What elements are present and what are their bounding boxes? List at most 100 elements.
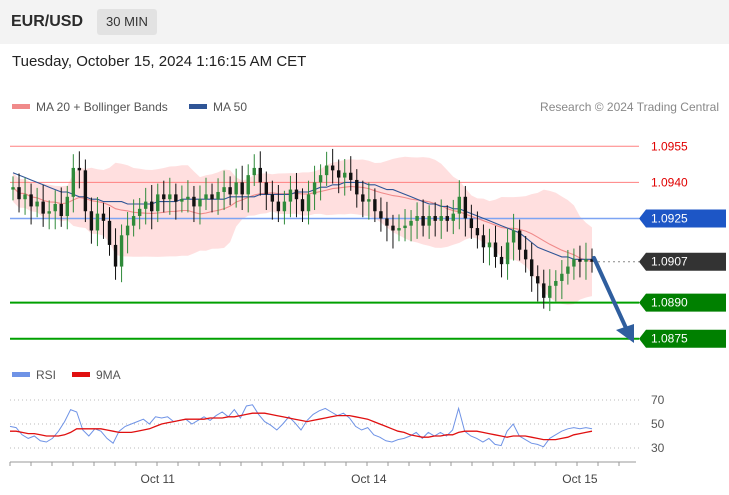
candle [258, 151, 262, 196]
candle [306, 180, 311, 225]
candle [445, 205, 449, 232]
level-tag-1.0890: 1.0890 [639, 293, 726, 312]
rsi-tick-70: 70 [651, 393, 665, 407]
ma20-legend-swatch [12, 104, 30, 109]
bollinger-band [13, 156, 592, 305]
x-tick-label: Oct 14 [351, 472, 387, 486]
candle [361, 180, 365, 218]
candle [53, 190, 57, 230]
level-label-1.0925: 1.0925 [651, 211, 688, 225]
candle [536, 265, 540, 302]
chart-datetime: Tuesday, October 15, 2024 1:16:15 AM CET [12, 53, 307, 70]
rsi-ma-legend-swatch [72, 372, 90, 377]
rsi-legend-label: RSI [36, 368, 56, 382]
symbol-title: EUR/USD [11, 13, 84, 30]
level-label-1.0907: 1.0907 [651, 255, 688, 269]
forecast-arrow [592, 256, 634, 343]
candle [174, 183, 178, 220]
bollinger-band-layer [13, 156, 592, 305]
candle [246, 164, 250, 213]
levels-layer [10, 145, 639, 340]
header-bar: EUR/USD 30 MIN [0, 0, 729, 44]
candle [162, 180, 166, 213]
candle [578, 245, 582, 278]
candle [523, 236, 528, 273]
candle [113, 228, 118, 280]
candle [542, 269, 546, 309]
candle [403, 209, 407, 242]
candle [65, 185, 69, 230]
candle [529, 242, 534, 292]
candle [391, 214, 395, 249]
candle [282, 190, 287, 225]
ma50-legend-label: MA 50 [213, 100, 247, 114]
candle [71, 154, 76, 213]
candle [355, 169, 359, 208]
candle [379, 197, 383, 232]
level-tag-1.0875: 1.0875 [639, 329, 726, 348]
candle [349, 156, 353, 191]
candle [47, 200, 51, 230]
candle [240, 165, 244, 211]
candle [554, 270, 558, 302]
candle [415, 202, 419, 239]
candle [150, 185, 154, 230]
candle [216, 178, 220, 215]
ma20-legend-label: MA 20 + Bollinger Bands [36, 100, 168, 114]
level-label-1.0955: 1.0955 [651, 139, 688, 153]
candle [469, 204, 474, 239]
candle [439, 199, 443, 239]
candle [186, 180, 190, 213]
candle [318, 164, 323, 201]
candle [433, 202, 437, 237]
rsi-tick-30: 30 [651, 441, 665, 455]
candle [373, 188, 377, 223]
candle [324, 151, 329, 186]
timeframe-badge[interactable]: 30 MIN [97, 9, 157, 35]
candle [584, 242, 588, 280]
x-axis-ticks: Oct 11 Oct 14 Oct 15 [9, 462, 620, 486]
rsi-ma-legend-label: 9MA [96, 368, 121, 382]
candles-layer [11, 148, 594, 312]
candle [17, 173, 21, 213]
candle [566, 249, 570, 285]
candle [427, 205, 431, 239]
candle [330, 148, 335, 184]
candle [198, 185, 202, 225]
candle [499, 246, 504, 278]
candle [451, 199, 455, 235]
candle [23, 177, 27, 215]
candle [210, 183, 214, 213]
rsi-legend-swatch [12, 372, 30, 377]
candle [487, 228, 492, 266]
candle [264, 171, 269, 211]
candle [101, 202, 106, 239]
candle [77, 151, 82, 189]
level-label-1.0890: 1.0890 [651, 296, 688, 310]
candle [29, 183, 33, 225]
rsi-panel: 70 50 30 [9, 393, 665, 455]
candle [234, 168, 238, 208]
candle [270, 180, 275, 220]
candle [204, 177, 208, 211]
level-labels-layer: 1.0955 1.0940 1.0925 1.0907 1.0890 1.0875 [639, 139, 726, 348]
candle [560, 260, 564, 300]
level-label-1.0940: 1.0940 [651, 175, 688, 189]
level-label-1.0875: 1.0875 [651, 332, 688, 346]
candle [481, 224, 486, 263]
candle [35, 187, 39, 218]
candle [343, 159, 347, 196]
candle [59, 187, 63, 227]
candle [119, 224, 124, 283]
candle [493, 225, 498, 268]
candle [192, 185, 196, 223]
candle [312, 165, 317, 211]
rsi-tick-50: 50 [651, 417, 665, 431]
candle [83, 159, 88, 223]
level-tag-1.0925: 1.0925 [639, 209, 726, 228]
candle [572, 248, 576, 280]
candle [517, 219, 522, 261]
candle [590, 248, 594, 273]
candle [137, 197, 142, 230]
candle [95, 197, 100, 247]
